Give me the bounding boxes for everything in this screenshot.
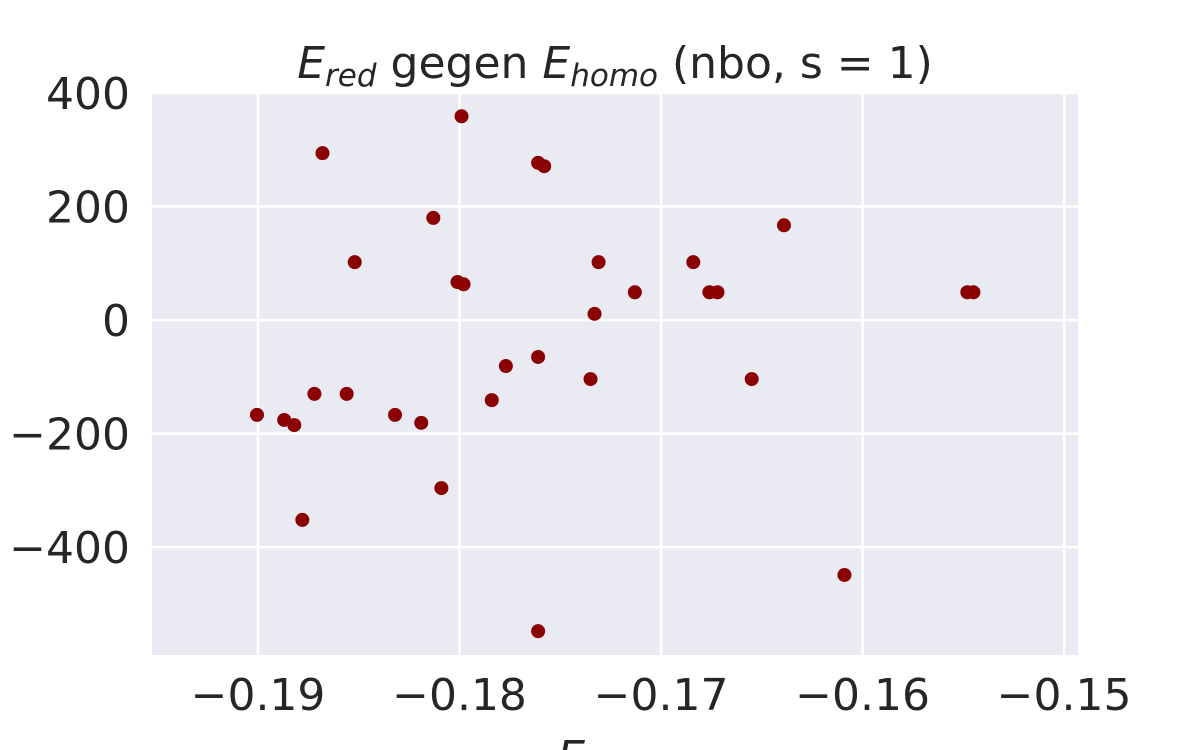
- point: [434, 481, 449, 496]
- text-part: (nbo, s = 1): [658, 38, 933, 89]
- point: [456, 277, 471, 292]
- text-part: gegen: [377, 38, 543, 89]
- point: [249, 407, 264, 422]
- point: [287, 418, 302, 433]
- marks: [249, 109, 981, 639]
- x-tick-label: −0.19: [191, 670, 326, 721]
- point: [315, 146, 330, 161]
- point: [426, 210, 441, 225]
- text-part: E: [297, 38, 325, 89]
- point: [295, 512, 310, 527]
- point: [454, 109, 469, 124]
- point: [744, 372, 759, 387]
- y-tick-label: 200: [46, 183, 130, 234]
- point: [627, 285, 642, 300]
- point: [583, 372, 598, 387]
- point: [347, 255, 362, 270]
- point: [339, 386, 354, 401]
- x-axis-label: Ehomo: [557, 732, 673, 750]
- point: [537, 159, 552, 174]
- x-tick-label: −0.17: [594, 670, 729, 721]
- y-tick-label: −400: [9, 523, 130, 574]
- x-tick-label: −0.15: [997, 670, 1132, 721]
- point: [414, 415, 429, 430]
- chart-title: Ered gegen Ehomo (nbo, s = 1): [297, 38, 933, 94]
- text-part: E: [542, 38, 570, 89]
- text-part: homo: [570, 58, 658, 94]
- point: [484, 393, 499, 408]
- grid: [152, 91, 1078, 655]
- point: [498, 359, 513, 374]
- text-part: red: [325, 58, 377, 94]
- plot-area: [152, 93, 1078, 655]
- point: [837, 567, 852, 582]
- point: [966, 285, 981, 300]
- point: [531, 624, 546, 639]
- point: [307, 386, 322, 401]
- y-tick-label: 0: [102, 296, 130, 347]
- text-part: E: [557, 732, 585, 750]
- point: [388, 407, 403, 422]
- point: [776, 218, 791, 233]
- x-tick-label: −0.16: [795, 670, 930, 721]
- x-tick-label: −0.18: [392, 670, 527, 721]
- point: [710, 285, 725, 300]
- point: [531, 349, 546, 364]
- point: [686, 255, 701, 270]
- point: [591, 255, 606, 270]
- y-tick-label: 400: [46, 69, 130, 120]
- point: [587, 306, 602, 321]
- y-tick-label: −200: [9, 410, 130, 461]
